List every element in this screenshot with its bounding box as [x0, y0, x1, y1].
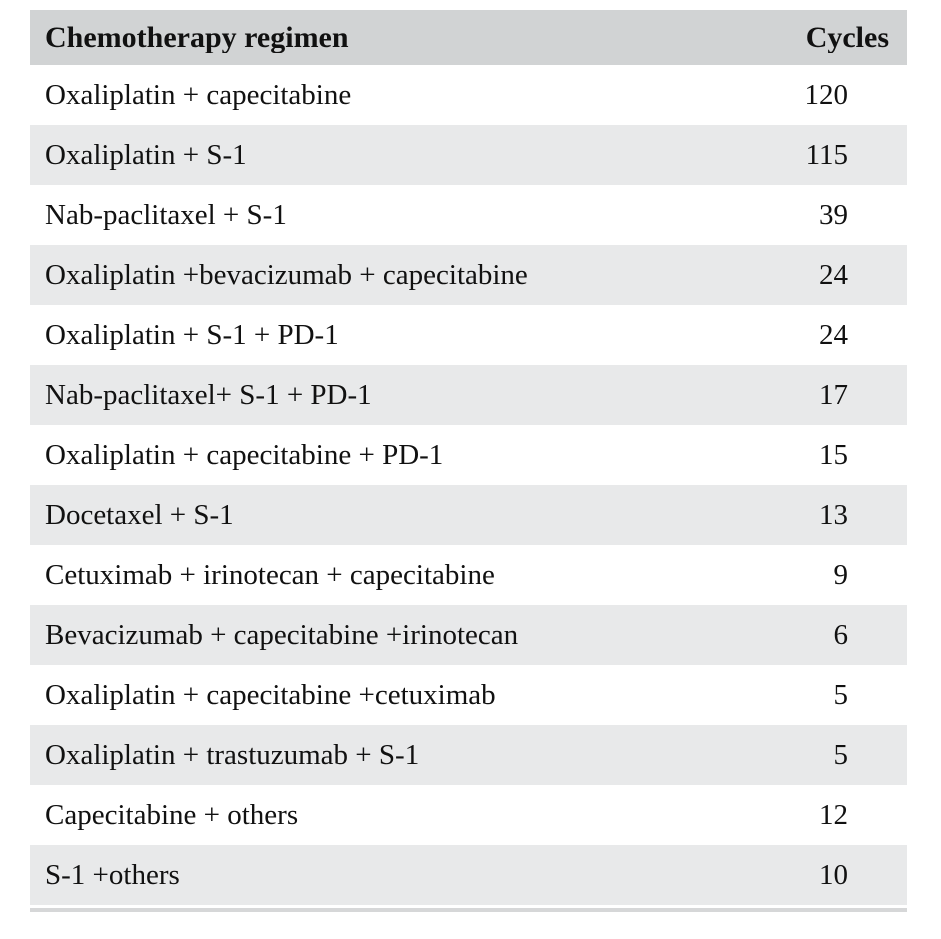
regimen-cell: Oxaliplatin + capecitabine +cetuximab: [45, 680, 496, 710]
regimen-cell: Capecitabine + others: [45, 800, 299, 830]
regimen-cell: Oxaliplatin + S-1: [45, 140, 247, 170]
regimen-cell: Oxaliplatin + capecitabine: [45, 80, 352, 110]
column-header-regimen: Chemotherapy regimen: [45, 22, 349, 53]
table-row: Oxaliplatin + capecitabine + PD-1 15: [30, 425, 907, 485]
regimen-cell: Cetuximab + irinotecan + capecitabine: [45, 560, 495, 590]
cycles-cell: 120: [804, 80, 849, 110]
cycles-cell: 115: [805, 140, 848, 170]
regimen-cell: S-1 +others: [45, 860, 180, 890]
cycles-cell: 13: [819, 500, 848, 530]
cycles-cell: 39: [819, 200, 848, 230]
regimen-cell: Oxaliplatin +bevacizumab + capecitabine: [45, 260, 528, 290]
table-row: Nab-paclitaxel + S-1 39: [30, 185, 907, 245]
table-row: Bevacizumab + capecitabine +irinotecan 6: [30, 605, 907, 665]
table-row: Oxaliplatin + S-1 + PD-1 24: [30, 305, 907, 365]
cycles-cell: 17: [819, 380, 848, 410]
cycles-cell: 24: [819, 260, 848, 290]
table-row: Oxaliplatin + S-1 115: [30, 125, 907, 185]
table-row: Nab-paclitaxel+ S-1 + PD-1 17: [30, 365, 907, 425]
table-row: Docetaxel + S-1 13: [30, 485, 907, 545]
cycles-cell: 6: [833, 620, 849, 650]
cycles-cell: 9: [833, 560, 849, 590]
cycles-cell: 10: [819, 860, 848, 890]
regimen-cell: Nab-paclitaxel+ S-1 + PD-1: [45, 380, 372, 410]
cycles-cell: 5: [833, 680, 849, 710]
cycles-cell: 5: [833, 740, 849, 770]
cycles-cell: 15: [819, 440, 848, 470]
table-header-row: Chemotherapy regimen Cycles: [30, 10, 907, 65]
table-bottom-rule: [30, 908, 907, 912]
regimen-cell: Docetaxel + S-1: [45, 500, 234, 530]
table-row: Capecitabine + others 12: [30, 785, 907, 845]
table-row: Cetuximab + irinotecan + capecitabine 9: [30, 545, 907, 605]
table-row: S-1 +others 10: [30, 845, 907, 905]
regimen-cell: Oxaliplatin + S-1 + PD-1: [45, 320, 339, 350]
regimen-cell: Bevacizumab + capecitabine +irinotecan: [45, 620, 519, 650]
column-header-cycles: Cycles: [805, 22, 889, 53]
regimen-cell: Oxaliplatin + trastuzumab + S-1: [45, 740, 420, 770]
table-row: Oxaliplatin + capecitabine +cetuximab 5: [30, 665, 907, 725]
table-row: Oxaliplatin + capecitabine 120: [30, 65, 907, 125]
regimen-cell: Nab-paclitaxel + S-1: [45, 200, 287, 230]
chemotherapy-regimen-table: Chemotherapy regimen Cycles Oxaliplatin …: [30, 10, 907, 912]
table-row: Oxaliplatin +bevacizumab + capecitabine …: [30, 245, 907, 305]
cycles-cell: 12: [819, 800, 848, 830]
cycles-cell: 24: [819, 320, 848, 350]
regimen-cell: Oxaliplatin + capecitabine + PD-1: [45, 440, 444, 470]
table-row: Oxaliplatin + trastuzumab + S-1 5: [30, 725, 907, 785]
